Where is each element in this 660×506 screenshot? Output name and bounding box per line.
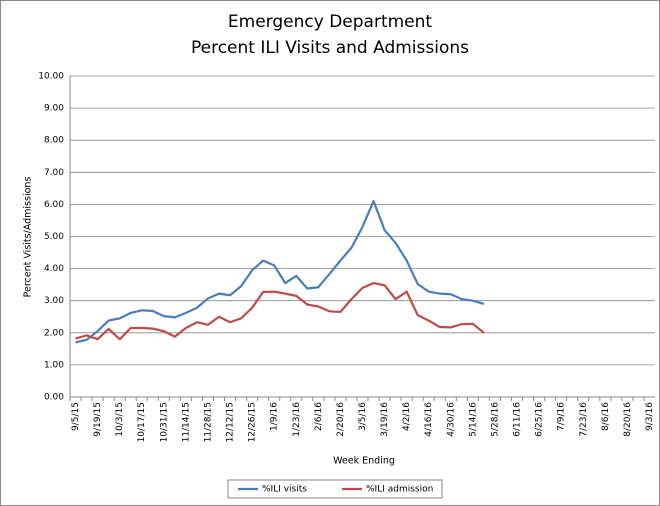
- y-tick-label: 1.00: [44, 360, 64, 370]
- y-tick-label: 8.00: [44, 136, 64, 146]
- x-tick-label: 11/14/15: [181, 402, 191, 442]
- series-line: [75, 281, 485, 341]
- x-tick-label: 2/20/16: [336, 402, 346, 437]
- legend-label: %ILI visits: [262, 485, 307, 495]
- y-tick-label: 2.00: [44, 328, 64, 338]
- x-tick-label: 6/25/16: [535, 402, 545, 437]
- x-tick-label: 5/14/16: [468, 402, 478, 437]
- chart-title: Percent ILI Visits and Admissions: [191, 38, 469, 58]
- x-tick-label: 4/2/16: [402, 402, 412, 431]
- x-tick-label: 4/30/16: [446, 402, 456, 437]
- y-tick-label: 6.00: [44, 200, 64, 210]
- x-tick-label: 9/3/16: [645, 402, 655, 431]
- x-tick-label: 2/6/16: [314, 402, 324, 431]
- y-tick-label: 9.00: [44, 104, 64, 114]
- y-tick-label: 4.00: [44, 264, 64, 274]
- x-tick-label: 8/20/16: [623, 402, 633, 437]
- x-tick-label: 10/31/15: [159, 402, 169, 442]
- y-tick-label: 7.00: [44, 168, 64, 178]
- y-tick-label: 5.00: [44, 232, 64, 242]
- legend-box: [227, 479, 443, 499]
- series-line: [75, 200, 485, 344]
- x-tick-label: 7/23/16: [579, 402, 589, 437]
- y-axis-title: Percent Visits/Admissions: [23, 177, 34, 298]
- y-tick-label: 0.00: [44, 393, 64, 403]
- x-tick-label: 5/28/16: [490, 402, 500, 437]
- x-tick-label: 10/3/15: [115, 402, 125, 437]
- x-tick-label: 11/28/15: [203, 402, 213, 442]
- x-tick-label: 9/5/15: [71, 402, 81, 431]
- x-tick-label: 4/16/16: [424, 402, 434, 437]
- x-tick-label: 10/17/15: [137, 402, 147, 442]
- x-tick-label: 12/12/15: [226, 402, 236, 442]
- y-tick-label: 10.00: [38, 72, 64, 82]
- y-tick-label: 3.00: [44, 296, 64, 306]
- x-tick-label: 3/19/16: [380, 402, 390, 437]
- x-tick-label: 3/5/16: [358, 402, 368, 431]
- x-tick-label: 1/23/16: [292, 402, 302, 437]
- x-tick-label: 6/11/16: [513, 402, 523, 437]
- x-tick-label: 9/19/15: [93, 402, 103, 437]
- legend-label: %ILI admission: [366, 485, 433, 495]
- x-tick-label: 1/9/16: [270, 402, 280, 431]
- x-tick-label: 7/9/16: [557, 402, 567, 431]
- chart-title: Emergency Department: [228, 12, 432, 32]
- x-tick-label: 8/6/16: [601, 402, 611, 431]
- x-tick-label: 12/26/15: [248, 402, 258, 442]
- x-axis-title: Week Ending: [333, 456, 395, 467]
